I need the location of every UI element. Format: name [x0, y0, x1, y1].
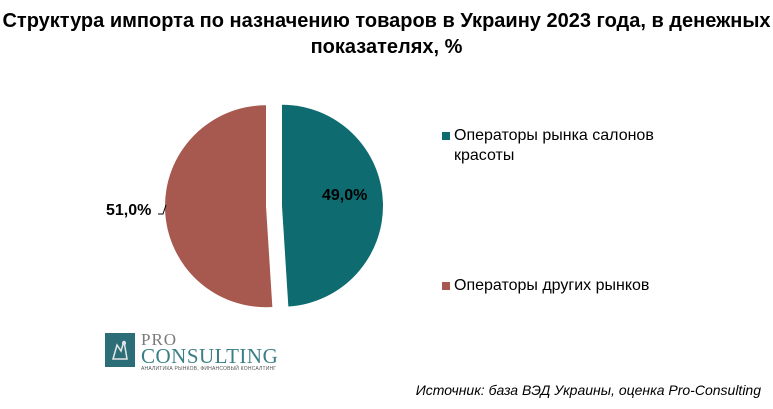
chart-title: Структура импорта по назначению товаров … — [0, 8, 773, 60]
source-note: Источник: база ВЭД Украины, оценка Pro-C… — [415, 382, 761, 398]
leader-line — [158, 204, 167, 215]
data-label-beauty: 49,0% — [322, 187, 368, 204]
legend-swatch-other — [442, 282, 450, 290]
pie-slice-beauty — [281, 104, 383, 307]
pie-slice-other — [165, 105, 273, 308]
legend-label-other: Операторы других рынков — [454, 277, 650, 294]
legend-swatch-beauty — [442, 132, 450, 140]
legend-item-beauty: Операторы рынка салонов красоты — [442, 126, 684, 166]
logo-consulting-text: CONSULTING — [141, 344, 279, 368]
data-label-other: 51,0% — [106, 202, 152, 219]
logo-pro-text: PRO — [141, 330, 178, 349]
pro-consulting-logo: PRO CONSULTING АНАЛИТИКА РЫНКОВ, ФИНАНСО… — [105, 330, 279, 372]
logo-tagline: АНАЛИТИКА РЫНКОВ, ФИНАНСОВЫЙ КОНСАЛТИНГ — [141, 366, 277, 372]
legend-item-other: Операторы других рынков — [442, 276, 684, 296]
legend-label-beauty: Операторы рынка салонов красоты — [454, 127, 654, 164]
chart-title-text: Структура импорта по назначению товаров … — [2, 10, 771, 58]
logo-emblem-icon — [105, 333, 135, 367]
